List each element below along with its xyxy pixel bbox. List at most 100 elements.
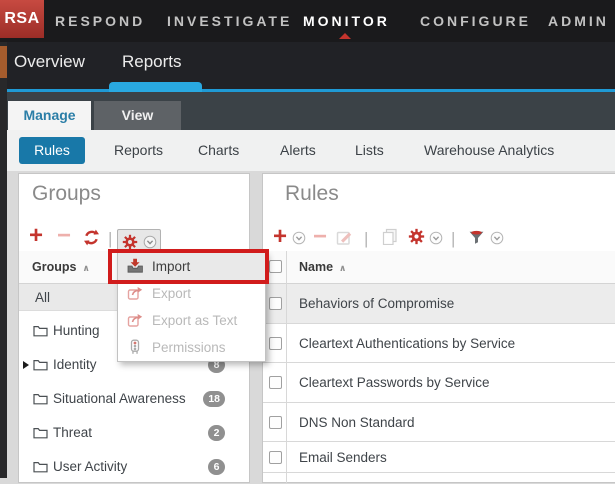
gear-icon <box>122 234 138 250</box>
edit-icon <box>336 231 352 245</box>
rules-column-header-label: Name <box>299 260 334 274</box>
rule-name: Cleartext Authentications by Service <box>299 336 516 351</box>
sort-ascending-icon: ∧ <box>82 263 90 273</box>
rule-actions-button[interactable] <box>408 228 425 250</box>
nav-configure[interactable]: CONFIGURE <box>420 13 531 29</box>
rule-row[interactable]: Email Senders <box>263 442 615 473</box>
section-tab-alerts[interactable]: Alerts <box>280 142 316 158</box>
folder-icon <box>33 428 48 439</box>
rule-checkbox[interactable] <box>269 416 282 429</box>
rule-checkbox[interactable] <box>269 297 282 310</box>
checkbox-column-divider <box>286 251 287 484</box>
edit-rule-button[interactable] <box>336 229 353 251</box>
group-row-hunting[interactable]: Hunting <box>19 314 249 348</box>
filter-funnel-icon <box>469 230 484 244</box>
section-tab-reports[interactable]: Reports <box>114 142 164 158</box>
active-subnav-indicator <box>109 82 202 92</box>
menu-item-permissions[interactable]: Permissions <box>118 334 265 361</box>
group-row-situational-awareness[interactable]: Situational Awareness 18 <box>19 382 249 416</box>
toolbar-separator: | <box>364 229 369 248</box>
window-left-edge-accent <box>0 46 7 78</box>
tab-bar: Manage View <box>0 92 615 130</box>
add-rule-menu-button[interactable] <box>292 231 306 250</box>
duplicate-rule-button[interactable] <box>381 228 398 250</box>
nav-respond[interactable]: RESPOND <box>55 13 146 29</box>
section-tab-charts[interactable]: Charts <box>198 142 240 158</box>
import-icon <box>127 258 143 273</box>
filter-menu-button[interactable] <box>490 231 504 250</box>
groups-panel-title: Groups <box>32 182 101 205</box>
group-row-label: Situational Awareness <box>53 391 186 406</box>
menu-item-label: Permissions <box>152 340 226 355</box>
group-actions-menu: Import Export Export as Text Permissions <box>117 252 266 362</box>
rule-checkbox[interactable] <box>269 337 282 350</box>
toolbar-separator: | <box>451 229 456 248</box>
rules-panel: Rules + − | <box>262 173 615 484</box>
filter-button[interactable] <box>468 228 485 250</box>
menu-item-import[interactable]: Import <box>118 253 265 280</box>
section-tabs-bar: Rules Reports Charts Alerts Lists Wareho… <box>0 130 615 171</box>
chevron-down-icon <box>490 231 504 245</box>
remove-group-button[interactable]: − <box>57 222 72 249</box>
sub-nav: Overview Reports <box>0 42 615 92</box>
chevron-down-icon <box>429 231 443 245</box>
group-count-badge: 2 <box>208 425 225 441</box>
subnav-reports[interactable]: Reports <box>122 52 182 71</box>
rule-actions-menu-button[interactable] <box>429 231 443 250</box>
rsa-logo: RSA <box>0 0 44 38</box>
copy-icon <box>382 228 397 246</box>
select-all-checkbox[interactable] <box>269 260 282 273</box>
chevron-down-icon <box>292 231 306 245</box>
group-count-badge: 18 <box>203 391 225 407</box>
section-tab-warehouse-analytics[interactable]: Warehouse Analytics <box>424 142 555 158</box>
group-count-badge: 6 <box>208 459 225 475</box>
rule-checkbox[interactable] <box>269 376 282 389</box>
subnav-underline <box>0 89 615 92</box>
active-nav-triangle-icon <box>339 33 351 39</box>
rule-name: Email Senders <box>299 450 387 465</box>
nav-monitor[interactable]: MONITOR <box>303 13 390 29</box>
toolbar-separator: | <box>108 229 113 248</box>
tab-view[interactable]: View <box>94 101 181 130</box>
menu-item-export-as-text[interactable]: Export as Text <box>118 307 265 334</box>
gear-icon <box>408 228 425 245</box>
group-row-label: Hunting <box>53 323 100 338</box>
add-rule-button[interactable]: + <box>273 223 288 250</box>
folder-icon <box>33 360 48 371</box>
top-nav: RSA RESPOND INVESTIGATE MONITOR CONFIGUR… <box>0 0 615 42</box>
rules-column-header[interactable]: Name ∧ <box>263 251 615 284</box>
permissions-traffic-light-icon <box>130 339 140 354</box>
group-row-label: User Activity <box>53 459 128 474</box>
rule-row[interactable]: DNS Non Standard <box>263 403 615 442</box>
rule-row[interactable]: Behaviors of Compromise <box>263 284 615 324</box>
folder-icon <box>33 462 48 473</box>
group-row-label: All <box>35 290 51 305</box>
subnav-overview[interactable]: Overview <box>14 52 85 71</box>
add-group-button[interactable]: + <box>29 222 44 249</box>
menu-item-export[interactable]: Export <box>118 280 265 307</box>
rule-name: Behaviors of Compromise <box>299 296 455 311</box>
tab-manage[interactable]: Manage <box>8 101 91 130</box>
nav-investigate[interactable]: INVESTIGATE <box>167 13 293 29</box>
group-row-label: Identity <box>53 357 97 372</box>
rule-row[interactable]: Cleartext Passwords by Service <box>263 363 615 403</box>
remove-rule-button[interactable]: − <box>313 223 328 250</box>
rule-row[interactable]: Cleartext Authentications by Service <box>263 324 615 363</box>
window-left-edge <box>0 42 7 478</box>
refresh-button[interactable] <box>83 229 100 251</box>
folder-icon <box>33 394 48 405</box>
expand-arrow-icon[interactable] <box>23 361 29 369</box>
group-row-label: Threat <box>53 425 93 440</box>
rule-name: DNS Non Standard <box>299 415 415 430</box>
export-icon <box>127 287 143 300</box>
rule-name: Cleartext Passwords by Service <box>299 375 490 390</box>
group-row-threat[interactable]: Threat 2 <box>19 416 249 450</box>
folder-icon <box>33 326 48 337</box>
menu-item-label: Export <box>152 286 192 301</box>
group-row-user-activity[interactable]: User Activity 6 <box>19 450 249 484</box>
sort-ascending-icon: ∧ <box>339 263 347 273</box>
section-tab-lists[interactable]: Lists <box>355 142 384 158</box>
nav-admin[interactable]: ADMIN <box>548 13 609 29</box>
section-tab-rules[interactable]: Rules <box>19 137 85 164</box>
rule-checkbox[interactable] <box>269 451 282 464</box>
